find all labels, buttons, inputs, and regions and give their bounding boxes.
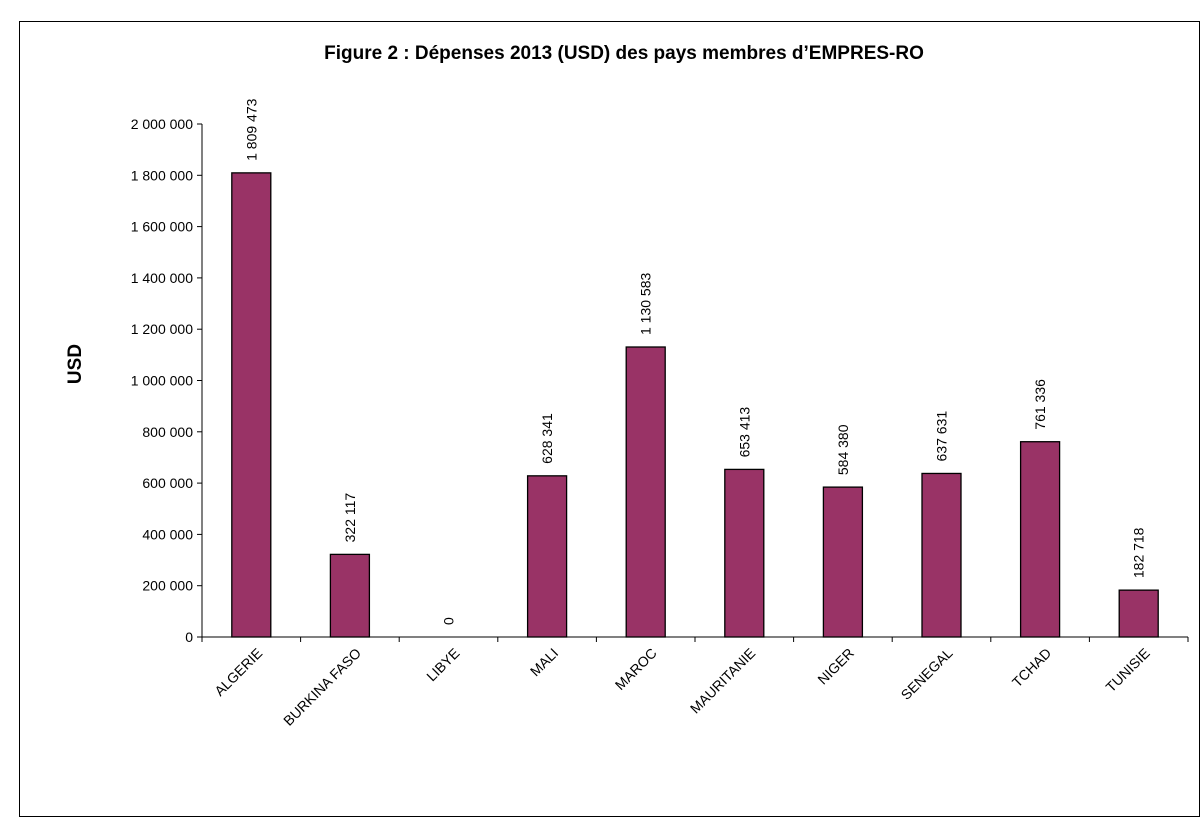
bar-niger (822, 486, 864, 638)
y-tick-label: 0 (185, 629, 193, 645)
data-label: 637 631 (934, 411, 950, 462)
chart-title: Figure 2 : Dépenses 2013 (USD) des pays … (324, 43, 924, 64)
category-label: TCHAD (1009, 645, 1054, 690)
category-label: MAURITANIE (687, 645, 759, 717)
bar-burkina-faso (329, 553, 371, 638)
category-label: NIGER (814, 645, 857, 688)
y-tick-label: 1 800 000 (131, 167, 193, 183)
category-label: BURKINA FASO (280, 645, 364, 729)
y-tick-label: 1 000 000 (131, 373, 193, 389)
data-label: 761 336 (1032, 379, 1048, 430)
category-label: MALI (527, 645, 561, 679)
y-tick-label: 2 000 000 (131, 116, 193, 132)
category-label: SENEGAL (898, 645, 956, 703)
data-label: 584 380 (835, 424, 851, 475)
data-label: 1 809 473 (243, 98, 259, 160)
y-tick-label: 200 000 (142, 578, 193, 594)
chart-frame: Figure 2 : Dépenses 2013 (USD) des pays … (19, 21, 1200, 817)
bar-senegal (921, 472, 962, 638)
data-label: 322 117 (342, 493, 358, 543)
chart-svg: Figure 2 : Dépenses 2013 (USD) des pays … (65, 43, 1189, 729)
bar-tunisie (1118, 589, 1159, 638)
bar-mauritanie (724, 468, 765, 638)
data-label: 182 718 (1131, 527, 1147, 578)
bar-algerie (231, 172, 272, 638)
y-axis-label: USD (65, 344, 86, 384)
data-label: 653 413 (736, 407, 752, 458)
data-label: 628 341 (539, 413, 555, 464)
plot-area: 0 200 000 400 000 600 000 800 000 1 000 000 1 … (131, 98, 1189, 729)
bar-tchad (1019, 441, 1061, 638)
y-tick-label: 600 000 (142, 475, 193, 491)
bar-mali (526, 475, 568, 638)
bar-maroc (625, 346, 666, 638)
y-tick-label: 1 400 000 (131, 270, 193, 286)
y-tick-label: 800 000 (142, 424, 193, 440)
category-label: TUNISIE (1102, 645, 1152, 695)
category-label: MAROC (612, 645, 660, 693)
data-label: 0 (441, 617, 457, 625)
y-tick-label: 1 200 000 (131, 321, 193, 337)
category-label: ALGERIE (211, 645, 265, 699)
y-tick-label: 400 000 (142, 526, 193, 542)
category-label: LIBYE (423, 645, 462, 684)
y-tick-label: 1 600 000 (131, 219, 193, 235)
data-label: 1 130 583 (638, 273, 654, 335)
